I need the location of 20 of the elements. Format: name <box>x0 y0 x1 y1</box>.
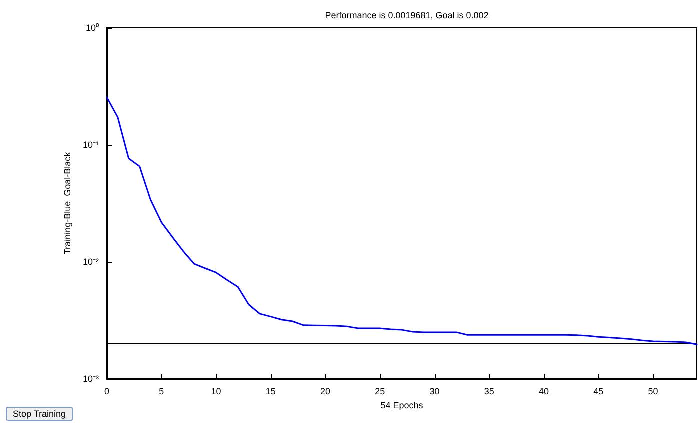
y-tick-label: 10⁰ <box>86 23 99 33</box>
y-tick-label: 10⁻³ <box>82 374 99 384</box>
line-series <box>106 96 698 346</box>
x-tick-label: 40 <box>539 386 550 396</box>
chart-title: Performance is 0.0019681, Goal is 0.002 <box>325 10 489 20</box>
text: Stop Training <box>6 407 74 421</box>
y-tick-label: 10⁻¹ <box>82 140 99 150</box>
x-tick-label: 5 <box>159 386 164 396</box>
x-tick-label: 50 <box>648 386 658 396</box>
y-tick-label: 10⁻² <box>82 257 99 267</box>
x-tick-label: 30 <box>430 386 440 396</box>
x-tick-label: 45 <box>594 386 604 396</box>
x-tick-label: 15 <box>266 386 276 396</box>
x-tick-label: 20 <box>320 386 331 396</box>
x-tick-label: 35 <box>484 386 494 396</box>
y-axis-title: Training-Blue Goal-Black <box>62 152 73 255</box>
x-tick-label: 10 <box>211 386 222 396</box>
x-axis-title: 54 Epochs <box>380 400 424 410</box>
x-tick-label: 25 <box>375 386 386 396</box>
x-tick-label: 0 <box>104 386 110 396</box>
